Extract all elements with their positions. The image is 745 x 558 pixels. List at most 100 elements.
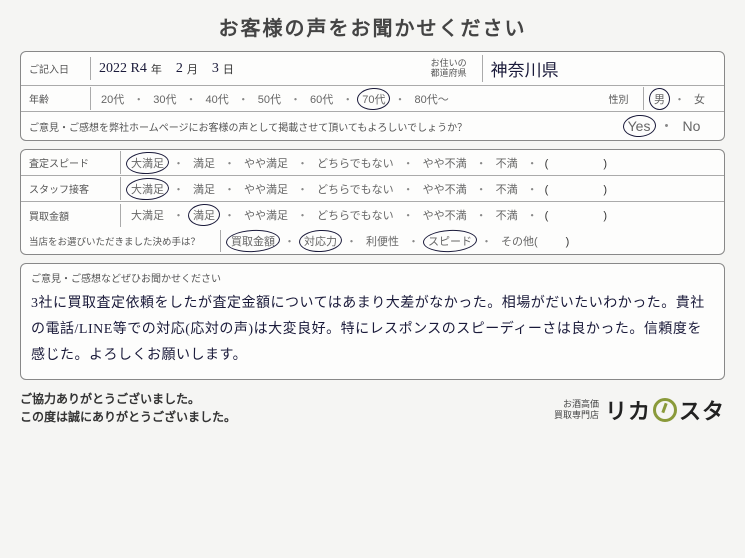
rating-label: 査定スピード [21,151,121,174]
dot-sep: ・ [527,155,538,171]
rating-option[interactable]: 満足 [191,181,217,197]
rating-option[interactable]: 不満 [494,207,520,223]
dot-sep: ・ [476,181,487,197]
rating-option[interactable]: やや不満 [421,181,469,197]
gender-label: 性別 [594,87,644,110]
rating-label: 買取金額 [21,204,121,227]
dot-sep: ・ [173,181,184,197]
dot-sep: ・ [674,91,685,107]
date-day: 3 [212,61,219,77]
dot-sep: ・ [284,233,295,249]
gender-option[interactable]: 女 [692,91,707,107]
consent-no[interactable]: No [680,118,702,134]
dot-sep: ・ [297,155,308,171]
dot-sep: ・ [395,91,406,107]
rating-option[interactable]: どちらでもない [315,207,396,223]
dot-sep: ・ [659,116,673,136]
logo-text-post: スタ [679,394,725,426]
rating-option[interactable]: やや満足 [242,207,290,223]
rating-other: ( ) [545,155,607,171]
rating-option[interactable]: やや満足 [242,181,290,197]
dot-sep: ・ [224,181,235,197]
dot-sep: ・ [476,155,487,171]
age-option[interactable]: 20代 [99,91,126,107]
age-option[interactable]: 50代 [256,91,283,107]
logo-sub-1: お酒高価 [554,399,599,410]
date-year: 2022 R4 [99,61,147,77]
reason-close: ) [544,233,570,249]
rating-row: スタッフ接客大満足・満足・やや満足・どちらでもない・やや不満・不満・( ) [21,176,724,202]
age-option[interactable]: 40代 [204,91,231,107]
rating-option[interactable]: どちらでもない [315,155,396,171]
rating-option[interactable]: 不満 [494,155,520,171]
form-title: お客様の声をお聞かせください [20,12,725,41]
reason-option[interactable]: スピード [426,233,474,249]
gender-options: 男・女 [644,87,724,111]
rating-option[interactable]: どちらでもない [315,181,396,197]
gender-option[interactable]: 男 [652,91,667,107]
rating-option[interactable]: 不満 [494,181,520,197]
age-option[interactable]: 80代～ [413,91,451,107]
pref-label-2: 都道府県 [431,69,474,79]
rating-scale: 大満足・満足・やや満足・どちらでもない・やや不満・不満・( ) [121,203,724,227]
age-option[interactable]: 60代 [308,91,335,107]
rating-option[interactable]: 大満足 [129,155,166,171]
rating-option[interactable]: 大満足 [129,181,166,197]
dot-sep: ・ [403,207,414,223]
dot-sep: ・ [527,181,538,197]
rating-option[interactable]: やや不満 [421,207,469,223]
dot-sep: ・ [342,91,353,107]
comment-box: ご意見・ご感想などぜひお聞かせください 3社に買取査定依頼をしたが査定金額につい… [20,263,725,380]
header-box: ご記入日 2022 R4 年 2 月 3 日 お住いの 都道府県 神奈川県 年齢… [20,51,725,141]
consent-yes[interactable]: Yes [626,118,653,134]
age-label: 年齢 [21,87,91,110]
reason-option[interactable]: 利便性 [364,233,401,249]
comment-label: ご意見・ご感想などぜひお聞かせください [31,270,714,285]
date-label: ご記入日 [21,57,91,80]
rating-scale: 大満足・満足・やや満足・どちらでもない・やや不満・不満・( ) [121,151,724,175]
rating-scale: 大満足・満足・やや満足・どちらでもない・やや不満・不満・( ) [121,177,724,201]
dot-sep: ・ [224,207,235,223]
dot-sep: ・ [408,233,419,249]
rating-row: 買取金額大満足・満足・やや満足・どちらでもない・やや不満・不満・( ) [21,202,724,228]
rating-other: ( ) [545,181,607,197]
rating-option[interactable]: やや不満 [421,155,469,171]
dot-sep: ・ [186,91,197,107]
rating-option[interactable]: 満足 [191,207,217,223]
dot-sep: ・ [403,181,414,197]
dot-sep: ・ [173,155,184,171]
dot-sep: ・ [173,207,184,223]
rating-label: スタッフ接客 [21,177,121,200]
logo: お酒高価 買取専門店 リカ スタ [554,394,725,426]
logo-sub-2: 買取専門店 [554,410,599,421]
age-option[interactable]: 70代 [360,91,387,107]
dot-sep: ・ [290,91,301,107]
reason-option[interactable]: 買取金額 [229,233,277,249]
age-option[interactable]: 30代 [151,91,178,107]
rating-option[interactable]: 満足 [191,155,217,171]
dot-sep: ・ [527,207,538,223]
dot-sep: ・ [224,155,235,171]
reason-option[interactable]: その他( [499,233,540,249]
month-unit: 月 [187,61,198,77]
dot-sep: ・ [346,233,357,249]
reason-label: 当店をお選びいただきました決め手は？ [21,230,221,252]
year-unit: 年 [151,61,162,77]
rating-other: ( ) [545,207,607,223]
rating-option[interactable]: やや満足 [242,155,290,171]
dot-sep: ・ [481,233,492,249]
dot-sep: ・ [476,207,487,223]
dot-sep: ・ [403,155,414,171]
rating-option[interactable]: 大満足 [129,207,166,223]
date-month: 2 [176,61,183,77]
dot-sep: ・ [238,91,249,107]
reason-option[interactable]: 対応力 [302,233,339,249]
dot-sep: ・ [297,181,308,197]
footer: ご協力ありがとうございました。 この度は誠にありがとうございました。 お酒高価 … [20,390,725,426]
thanks-line-1: ご協力ありがとうございました。 [20,390,236,408]
comment-text: 3社に買取査定依頼をしたが査定金額についてはあまり大差がなかった。相場がだいたい… [31,291,714,369]
pref-value: 神奈川県 [491,56,559,81]
rating-box: 査定スピード大満足・満足・やや満足・どちらでもない・やや不満・不満・( )スタッ… [20,149,725,255]
dot-sep: ・ [297,207,308,223]
age-options: 20代・30代・40代・50代・60代・70代・80代～ [91,87,594,111]
